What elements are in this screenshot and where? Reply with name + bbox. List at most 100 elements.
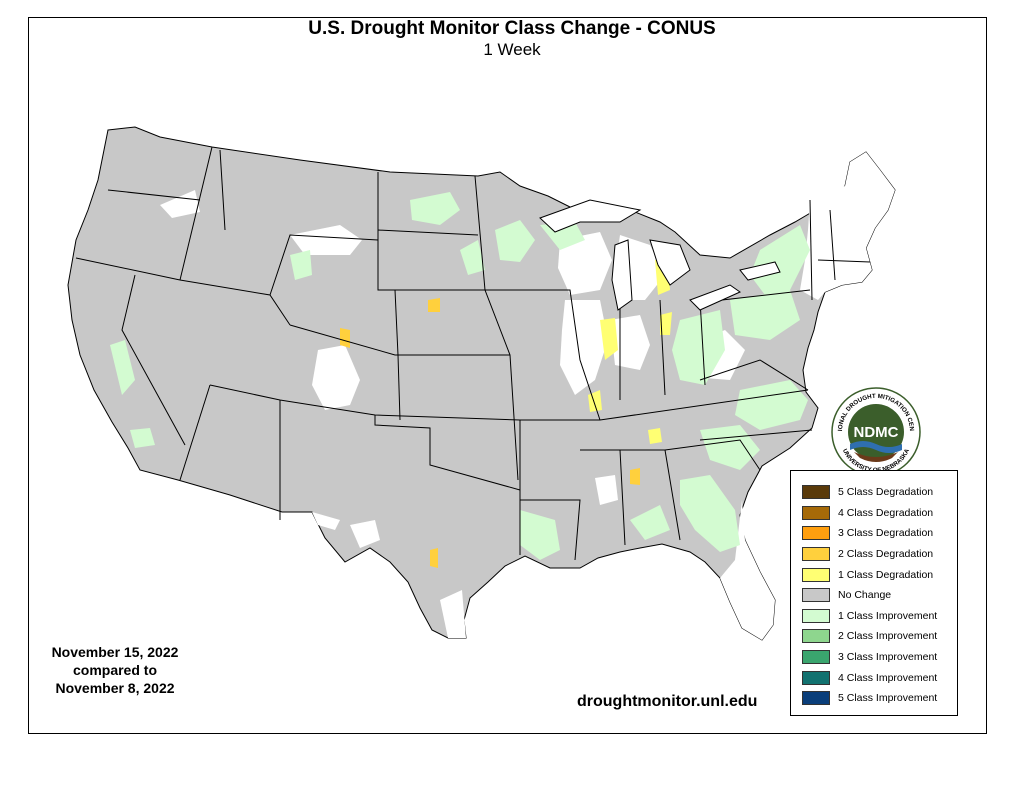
state-line: [485, 289, 601, 421]
white-area: [160, 190, 200, 218]
lake-huron: [649, 239, 691, 286]
legend-item: No Change: [791, 585, 957, 606]
legend-swatch: [802, 505, 830, 520]
state-line: [75, 257, 181, 281]
state-line: [121, 274, 186, 446]
legend-label: 1 Class Degradation: [838, 568, 934, 581]
legend-swatch: [802, 608, 830, 623]
improve-area: [495, 220, 535, 262]
legend-item: 3 Class Degradation: [791, 523, 957, 544]
state-line: [520, 389, 809, 421]
legend-label: 1 Class Improvement: [838, 609, 938, 622]
legend-item: 4 Class Improvement: [791, 667, 957, 688]
legend-label: 3 Class Degradation: [838, 527, 934, 540]
legend-items: 5 Class Degradation 4 Class Degradation 3 …: [791, 482, 957, 709]
state-line: [699, 359, 809, 391]
improve-area: [730, 290, 800, 340]
state-line: [219, 149, 226, 231]
state-line: [721, 289, 811, 301]
legend-label: 5 Class Degradation: [838, 486, 934, 499]
state-line: [664, 439, 761, 471]
state-line: [520, 499, 581, 561]
legend-swatch: [802, 629, 830, 644]
legend-swatch: [802, 567, 830, 582]
state-line: [179, 146, 213, 281]
white-area: [800, 152, 895, 300]
white-area: [312, 345, 360, 410]
white-area: [440, 590, 466, 638]
legend-item: 5 Class Improvement: [791, 688, 957, 709]
white-area: [290, 225, 362, 255]
state-line: [829, 209, 836, 281]
state-line: [377, 229, 479, 236]
logo-water: [850, 441, 902, 453]
improve-area: [680, 475, 740, 552]
legend-swatch: [802, 588, 830, 603]
state-line: [374, 415, 521, 491]
improve-area: [672, 310, 725, 385]
degrade-area: [428, 298, 440, 312]
legend-swatch: [802, 547, 830, 562]
legend-item: 2 Class Improvement: [791, 626, 957, 647]
state-line: [474, 175, 519, 481]
great-lakes: [539, 199, 781, 311]
date-block: November 15, 2022 compared to November 8…: [20, 643, 210, 697]
legend-swatch: [802, 526, 830, 541]
degrade-area: [648, 428, 662, 444]
state-line: [289, 324, 510, 356]
legend-swatch: [802, 670, 830, 685]
map-subtitle: 1 Week: [483, 40, 541, 59]
white-area: [595, 475, 618, 505]
map-title: U.S. Drought Monitor Class Change - CONU…: [308, 18, 716, 39]
white-area: [720, 500, 775, 640]
white-area: [350, 520, 380, 548]
improve-area: [130, 428, 155, 448]
lake-michigan: [611, 239, 633, 311]
legend-swatch: [802, 691, 830, 706]
improve-area: [110, 340, 135, 395]
state-line: [699, 429, 813, 441]
legend-item: 2 Class Degradation: [791, 544, 957, 565]
degrade-area: [600, 318, 618, 360]
improve-area: [520, 510, 560, 560]
legend-label: 4 Class Improvement: [838, 671, 938, 684]
ndmc-logo: NDMC NATIONAL DROUGHT MITIGATION CENTER …: [830, 386, 921, 477]
state-line: [269, 234, 379, 296]
state-line: [209, 384, 521, 421]
state-line: [699, 299, 706, 386]
improve-area: [630, 505, 670, 540]
website-link: droughtmonitor.unl.edu: [577, 693, 758, 710]
lake-ontario: [739, 261, 781, 281]
degrade-area: [430, 548, 438, 568]
legend-item: 1 Class Improvement: [791, 606, 957, 627]
white-area: [312, 512, 340, 530]
legend-label: No Change: [838, 589, 892, 602]
improve-area: [290, 250, 312, 280]
state-line: [659, 299, 666, 396]
legend-label: 4 Class Degradation: [838, 506, 934, 519]
degrade-area: [630, 468, 640, 485]
legend-label: 5 Class Improvement: [838, 692, 938, 705]
legend-label: 2 Class Improvement: [838, 630, 938, 643]
lake-erie: [689, 284, 742, 311]
state-boundaries: [75, 146, 871, 561]
lake-superior: [539, 199, 642, 233]
legend-item: 4 Class Degradation: [791, 503, 957, 524]
legend-label: 2 Class Degradation: [838, 548, 934, 561]
legend-swatch: [802, 485, 830, 500]
state-line: [809, 199, 813, 301]
improve-area: [460, 240, 485, 275]
date-current: November 15, 2022: [51, 644, 179, 660]
degrade-area: [660, 312, 672, 335]
degrade-area: [340, 328, 350, 348]
state-line: [817, 259, 871, 263]
improve-area: [750, 225, 810, 295]
state-line: [179, 384, 211, 481]
white-area: [558, 232, 612, 295]
logo-earth: [854, 452, 898, 462]
legend-item: 3 Class Improvement: [791, 647, 957, 668]
improve-area: [410, 192, 460, 225]
legend: 5 Class Degradation 4 Class Degradation 3 …: [790, 470, 958, 716]
white-area: [560, 300, 608, 395]
legend-swatch: [802, 650, 830, 665]
